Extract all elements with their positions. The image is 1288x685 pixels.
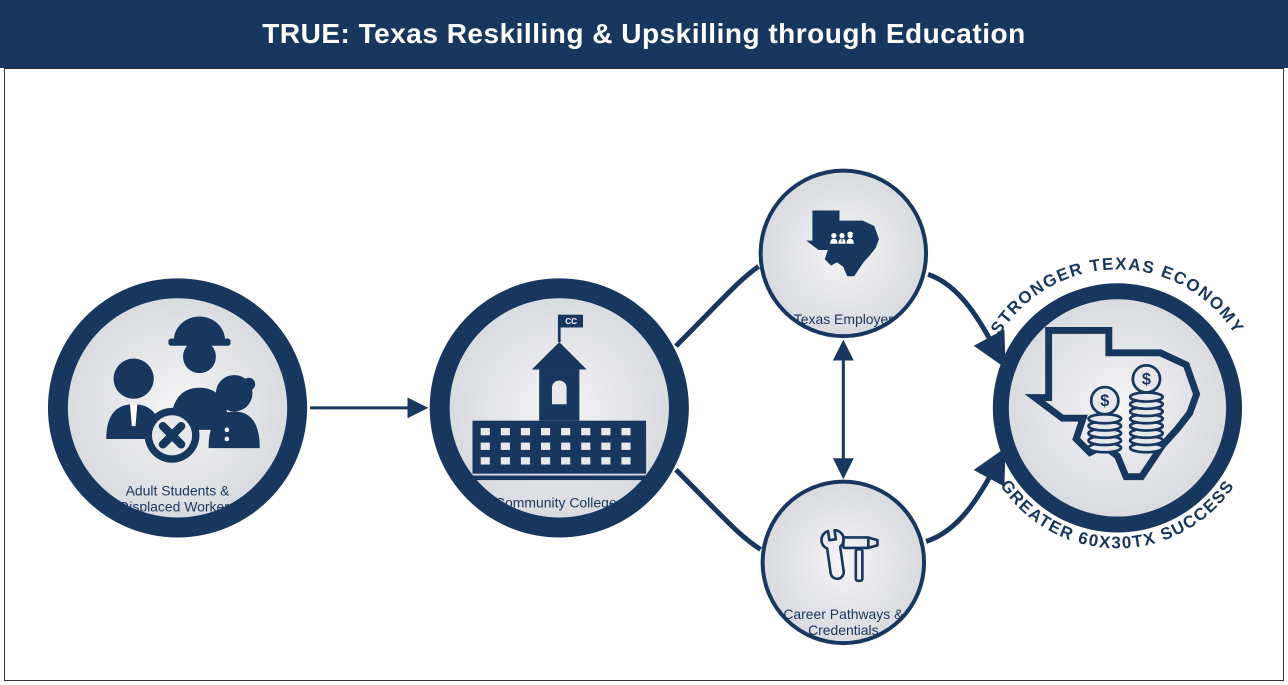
- node-colleges: CC Community Colleges: [430, 278, 689, 537]
- svg-text:$: $: [1142, 370, 1151, 388]
- node-label: Adult Students &: [126, 482, 231, 498]
- svg-text:$: $: [1100, 392, 1109, 410]
- node-label: Texas Employer: [794, 311, 894, 327]
- edge-colleges-pathways: [676, 470, 761, 550]
- node-economy: $$: [993, 283, 1242, 532]
- diagram-frame: Adult Students &Displaced Workers CC Commu…: [4, 68, 1284, 681]
- node-label: Career Pathways &: [783, 606, 904, 622]
- flowchart-svg: Adult Students &Displaced Workers CC Commu…: [5, 69, 1283, 680]
- node-label: Community Colleges: [495, 494, 624, 510]
- svg-text:Credentials: Credentials: [808, 622, 879, 638]
- title-text: TRUE: Texas Reskilling & Upskilling thro…: [262, 18, 1025, 50]
- edge-employer-economy: [928, 274, 1003, 363]
- edge-colleges-employer: [676, 266, 759, 346]
- node-employer: Texas Employer: [759, 169, 928, 338]
- node-pathways: Career Pathways &Credentials: [761, 480, 926, 645]
- svg-text:Displaced Workers: Displaced Workers: [119, 498, 236, 514]
- edge-pathways-economy: [926, 453, 1003, 542]
- title-banner: TRUE: Texas Reskilling & Upskilling thro…: [0, 0, 1288, 68]
- nodes: Adult Students &Displaced Workers CC Commu…: [48, 169, 1242, 645]
- svg-text:CC: CC: [565, 317, 577, 326]
- node-students: Adult Students &Displaced Workers: [48, 278, 307, 537]
